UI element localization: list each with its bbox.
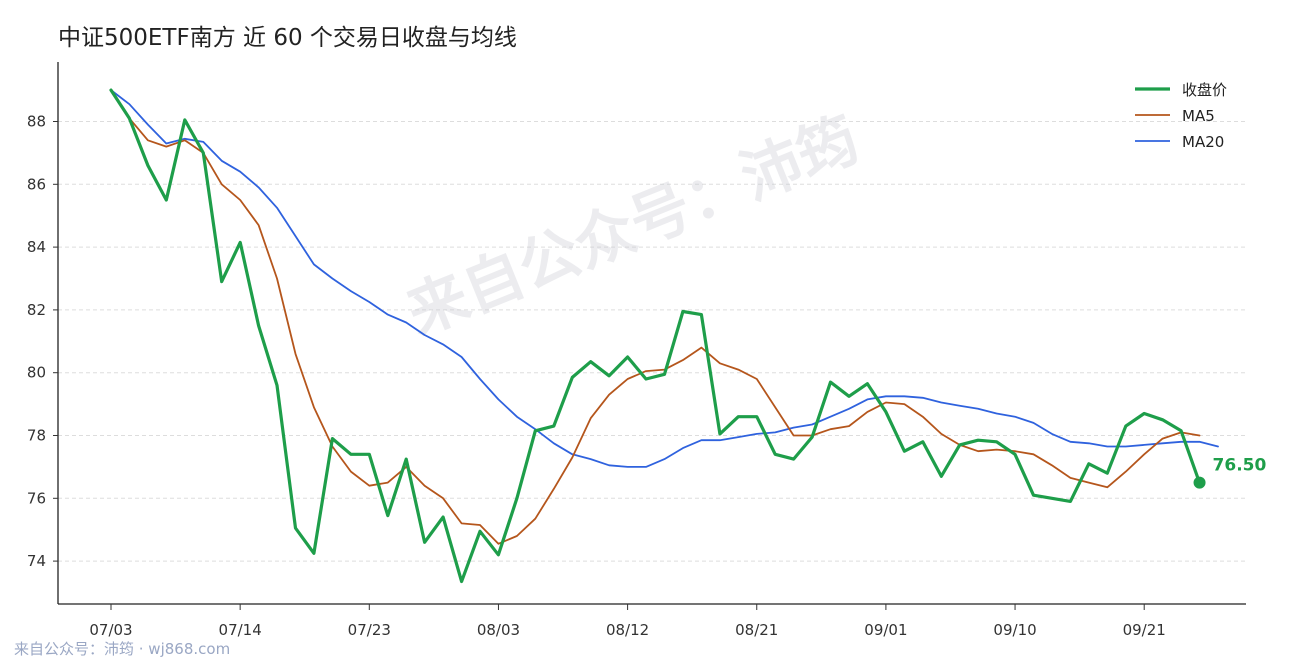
series-line-2 [110, 89, 1219, 468]
series-lines [109, 88, 1219, 584]
x-tick-label: 09/21 [1123, 621, 1166, 639]
series-line-0 [109, 88, 1202, 584]
y-tick-label: 82 [27, 301, 46, 319]
x-tick-label: 07/14 [219, 621, 262, 639]
y-tick-label: 80 [27, 364, 46, 382]
y-tick-label: 84 [27, 238, 46, 256]
x-tick-label: 07/23 [348, 621, 391, 639]
x-tick-label: 08/12 [606, 621, 649, 639]
legend-label: 收盘价 [1182, 81, 1227, 99]
legend-label: MA5 [1182, 107, 1215, 125]
last-price-dot [1193, 476, 1206, 489]
chart-title: 中证500ETF南方 近 60 个交易日收盘与均线 [58, 25, 517, 51]
series-line-1 [110, 89, 1201, 545]
x-tick-label: 08/21 [735, 621, 778, 639]
footer-source: 来自公众号：沛筠 · wj868.com [14, 640, 231, 658]
annotations: 76.50 [1193, 456, 1267, 489]
x-tick-label: 07/03 [89, 621, 132, 639]
y-tick-label: 88 [27, 113, 46, 131]
watermark-group: 来自公众号：沛筠 [397, 104, 868, 349]
y-tick-label: 76 [27, 489, 46, 507]
x-axis-ticks: 07/03 07/14 07/23 08/03 08/12 08/21 09/01 09/10… [89, 604, 1166, 639]
y-axis-ticks: 74 76 78 80 82 84 86 88 [27, 113, 58, 570]
legend: 收盘价 MA5 MA20 [1135, 81, 1227, 151]
x-tick-label: 09/10 [993, 621, 1036, 639]
legend-label: MA20 [1182, 133, 1224, 151]
y-tick-label: 86 [27, 175, 46, 193]
last-price-label: 76.50 [1213, 456, 1267, 476]
y-tick-label: 78 [27, 427, 46, 445]
y-tick-label: 74 [27, 552, 46, 570]
watermark-text: 来自公众号：沛筠 [397, 104, 868, 349]
x-tick-label: 09/01 [864, 621, 907, 639]
x-tick-label: 08/03 [477, 621, 520, 639]
axes [57, 62, 1246, 605]
